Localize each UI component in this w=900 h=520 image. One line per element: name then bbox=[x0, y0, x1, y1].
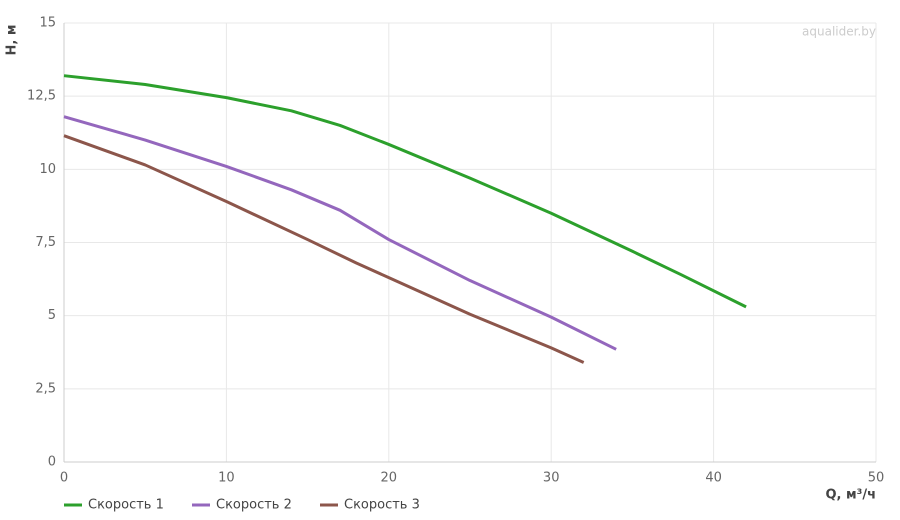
y-axis-label: H, м bbox=[5, 25, 20, 56]
x-tick-label: 10 bbox=[218, 471, 235, 486]
y-tick-label: 15 bbox=[39, 16, 56, 31]
series-line bbox=[63, 115, 617, 351]
legend-label: Скорость 3 bbox=[344, 498, 420, 513]
x-tick-label: 40 bbox=[705, 471, 722, 486]
y-tick-label: 12,5 bbox=[27, 89, 56, 104]
y-tick-label: 2,5 bbox=[35, 381, 56, 396]
x-tick-label: 0 bbox=[60, 471, 68, 486]
y-tick-label: 10 bbox=[39, 162, 56, 177]
x-axis-label: Q, м³/ч bbox=[825, 488, 876, 503]
x-tick-label: 50 bbox=[868, 471, 885, 486]
legend-label: Скорость 1 bbox=[88, 498, 164, 513]
y-tick-label: 0 bbox=[48, 455, 56, 470]
legend-label: Скорость 2 bbox=[216, 498, 292, 513]
watermark: aqualider.by bbox=[802, 25, 876, 39]
y-tick-label: 7,5 bbox=[35, 235, 56, 250]
y-tick-label: 5 bbox=[48, 308, 56, 323]
series-line bbox=[63, 134, 585, 364]
series-line bbox=[63, 74, 747, 309]
x-tick-label: 20 bbox=[381, 471, 398, 486]
x-tick-label: 30 bbox=[543, 471, 560, 486]
